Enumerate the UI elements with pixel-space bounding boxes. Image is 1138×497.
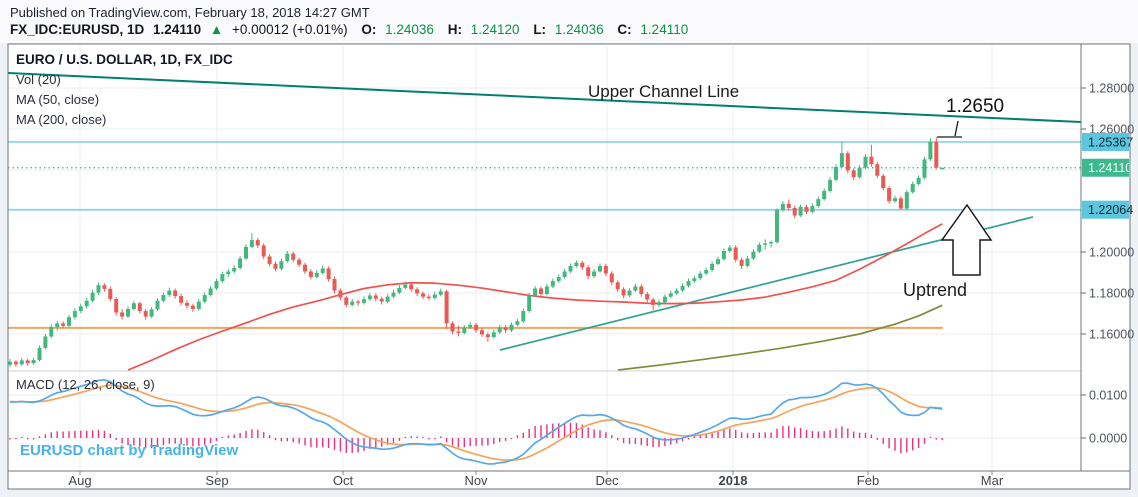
svg-text:1.22064: 1.22064: [1088, 203, 1133, 217]
high-value: 1.24120: [470, 22, 520, 37]
published-line: Published on TradingView.com, February 1…: [10, 5, 370, 20]
open-label: O:: [361, 22, 377, 37]
price-target-annotation[interactable]: 1.2650: [946, 96, 1005, 117]
last-price-axis-label: [1082, 158, 1129, 177]
legend-volume-study[interactable]: Vol (20): [16, 72, 61, 87]
price-change: +0.00012 (+0.01%): [232, 22, 348, 37]
chart-border: [7, 43, 1131, 490]
svg-text:0.0000: 0.0000: [1089, 432, 1127, 446]
level-price-axis-label: [1082, 132, 1129, 151]
svg-text:Nov: Nov: [464, 473, 488, 488]
svg-text:2018: 2018: [719, 473, 748, 488]
macd-panel[interactable]: [9, 378, 943, 465]
svg-text:Mar: Mar: [981, 473, 1004, 488]
svg-text:1.28000: 1.28000: [1089, 82, 1134, 96]
close-value: 1.24110: [640, 22, 689, 37]
legend-ma50-study[interactable]: MA (50, close): [16, 92, 100, 107]
close-label: C:: [617, 22, 632, 37]
candles-layer: [8, 137, 945, 368]
quote-line: FX_IDC:EURUSD, 1D 1.24110 ▲ +0.00012 (+0…: [10, 22, 693, 37]
price-axis[interactable]: 1.280001.260001.200001.180001.160000.010…: [1081, 82, 1134, 446]
svg-text:Dec: Dec: [595, 473, 619, 488]
target-callout-tick: [954, 120, 959, 137]
svg-text:Feb: Feb: [857, 473, 879, 488]
time-axis[interactable]: Aug Sep Oct Nov Dec 2018 Feb Mar: [68, 471, 1004, 488]
ma50-line: [127, 223, 943, 371]
up-triangle-icon: ▲: [209, 22, 224, 37]
svg-text:0.0100: 0.0100: [1089, 389, 1127, 403]
macd-signal-line: [9, 384, 943, 461]
svg-text:Oct: Oct: [333, 473, 354, 488]
open-value: 1.24036: [385, 22, 434, 37]
tradingview-attribution-link[interactable]: EURUSD chart by TradingView: [20, 442, 239, 459]
moving-averages: [127, 223, 943, 371]
svg-text:1.25367: 1.25367: [1088, 135, 1133, 149]
svg-text:1.18000: 1.18000: [1089, 287, 1134, 301]
level-price-axis-label: [1082, 200, 1129, 219]
up-arrow-icon: [940, 203, 993, 276]
svg-text:1.24110: 1.24110: [1088, 161, 1132, 175]
symbol-label[interactable]: FX_IDC:EURUSD, 1D: [10, 22, 145, 37]
upper-channel-trendline: [8, 72, 1081, 124]
svg-text:1.20000: 1.20000: [1089, 246, 1134, 260]
legend-symbol-title[interactable]: EURO / U.S. DOLLAR, 1D, FX_IDC: [16, 52, 233, 67]
upper-channel-annotation[interactable]: Upper Channel Line: [588, 82, 740, 101]
legend-ma200-study[interactable]: MA (200, close): [16, 112, 107, 127]
svg-text:Sep: Sep: [205, 473, 228, 488]
low-value: 1.24036: [554, 22, 604, 37]
svg-text:Aug: Aug: [68, 473, 91, 488]
high-label: H:: [447, 22, 462, 37]
macd-study-label[interactable]: MACD (12, 26, close, 9): [16, 377, 155, 392]
uptrend-annotation[interactable]: Uptrend: [903, 280, 968, 300]
page-header: [0, 0, 1138, 43]
macd-line: [9, 378, 943, 465]
ma200-line: [617, 304, 943, 371]
annotation-shapes[interactable]: [937, 120, 993, 276]
last-price: 1.24110: [153, 22, 202, 37]
low-label: L:: [533, 22, 547, 37]
svg-text:1.16000: 1.16000: [1089, 328, 1134, 342]
chart-legend: EURO / U.S. DOLLAR, 1D, FX_IDC Vol (20) …: [16, 50, 233, 130]
